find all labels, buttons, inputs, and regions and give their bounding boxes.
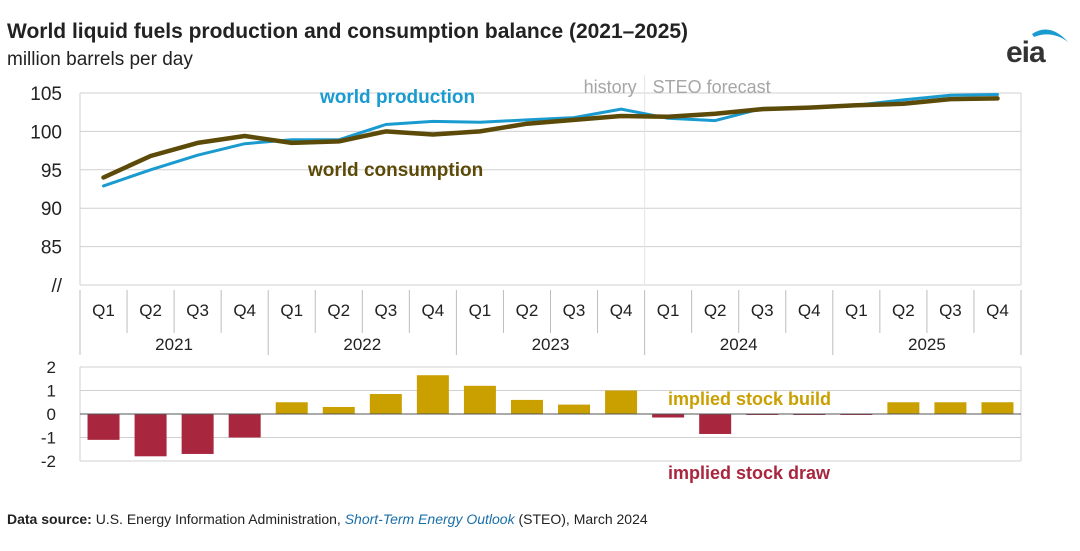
x-tick-label: Q3 [374,301,397,320]
x-tick-label: Q1 [92,301,115,320]
x-tick-label: Q2 [139,301,162,320]
x-tick-label: Q4 [986,301,1009,320]
y-tick-label: 105 [30,84,62,105]
x-tick-label: Q4 [798,301,821,320]
source-text-1: U.S. Energy Information Administration, [91,511,345,527]
x-tick-label: Q3 [939,301,962,320]
y-tick-label: 95 [41,161,62,182]
data-source-note: Data source: U.S. Energy Information Adm… [7,511,648,527]
stock-change-bar [322,406,355,414]
stock-change-bar [981,402,1014,414]
x-year-label: 2025 [908,335,946,354]
x-tick-label: Q2 [327,301,350,320]
chart-svg: 105 100 95 90 85 // history STEO forecast Q1 Q2 Q3… [30,75,1022,483]
stock-change-bar [463,385,496,414]
legend-world-consumption: world consumption [307,160,483,181]
x-year-label: 2023 [532,335,570,354]
history-label: history [584,77,637,97]
chart-title: World liquid fuels production and consum… [7,20,689,43]
stock-change-bar [181,414,214,454]
x-tick-label: Q4 [610,301,633,320]
eia-logo-text: eia [1006,36,1046,69]
source-publication: Short-Term Energy Outlook [344,511,515,527]
x-tick-label: Q2 [892,301,915,320]
label-implied-stock-draw: implied stock draw [668,463,831,483]
stock-change-bar [510,399,543,414]
x-tick-label: Q1 [280,301,303,320]
source-text-2: (STEO), March 2024 [514,511,648,527]
x-tick-label: Q2 [704,301,727,320]
x-tick-label: Q3 [186,301,209,320]
stock-change-bar [934,402,967,414]
stock-change-bar [275,402,308,414]
axis-break-label: // [51,276,62,297]
stock-change-bar [605,390,638,414]
bar-y-tick-label: 2 [47,358,56,377]
y-tick-label: 85 [41,238,62,259]
eia-logo: eia [1004,22,1074,72]
bar-y-tick-label: 1 [47,382,56,401]
stock-change-bar [699,414,732,434]
forecast-label: STEO forecast [653,77,771,97]
series-line-production [102,93,999,188]
bar-y-tick-label: 0 [47,405,56,424]
x-year-label: 2024 [720,335,758,354]
x-tick-label: Q3 [563,301,586,320]
bar-y-tick-label: -1 [41,429,56,448]
x-year-label: 2022 [343,335,381,354]
stock-change-bar [558,404,591,414]
x-tick-label: Q1 [845,301,868,320]
stock-change-bar [87,414,120,440]
bar-y-tick-label: -2 [41,452,56,471]
y-tick-label: 90 [41,199,62,220]
stock-change-bar [369,394,402,414]
chart-subtitle: million barrels per day [7,49,193,70]
x-tick-label: Q4 [422,301,445,320]
stock-change-bar [652,414,685,418]
stock-change-bar [887,402,920,414]
y-tick-label: 100 [30,122,62,143]
x-tick-label: Q4 [233,301,256,320]
series-line-consumption [101,96,1000,180]
label-implied-stock-build: implied stock build [668,389,831,409]
x-tick-label: Q2 [516,301,539,320]
legend-world-production: world production [319,87,475,108]
stock-change-bar [416,375,449,414]
x-year-label: 2021 [155,335,193,354]
eia-logo-swoosh-icon [1032,29,1068,42]
x-tick-label: Q3 [751,301,774,320]
x-tick-label: Q1 [469,301,492,320]
x-tick-label: Q1 [657,301,680,320]
stock-change-bar [134,414,167,457]
stock-change-bar [228,414,261,438]
source-label: Data source: [7,511,92,527]
